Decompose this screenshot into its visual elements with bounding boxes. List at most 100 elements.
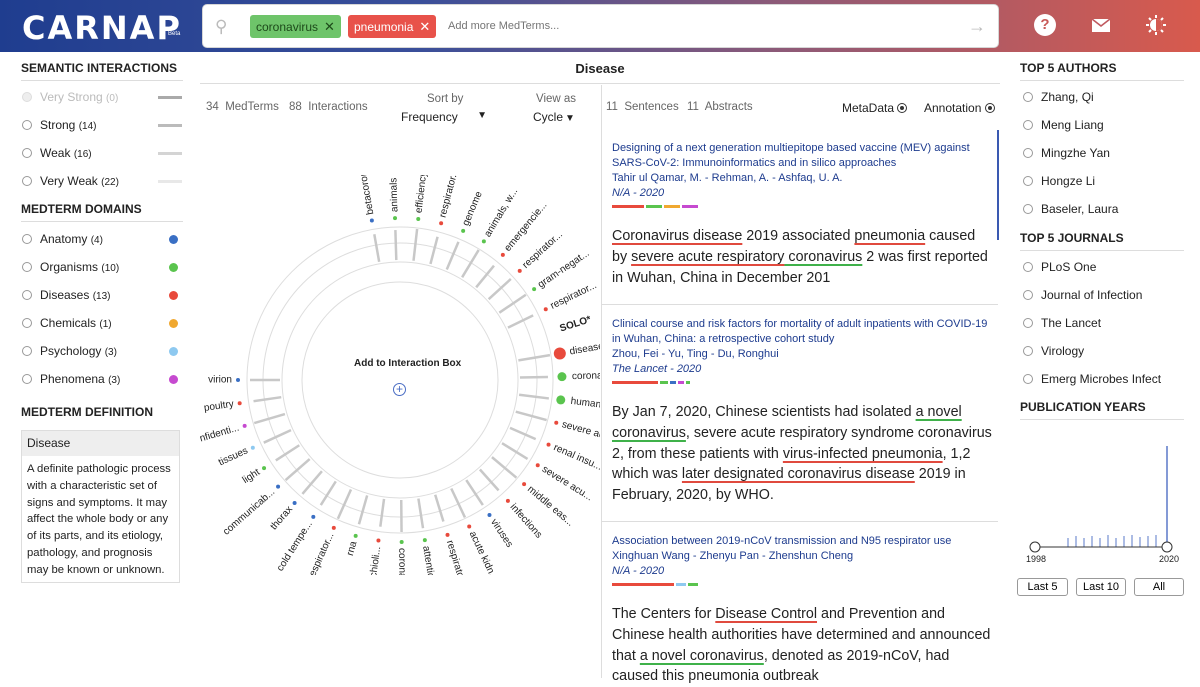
radio[interactable] [22, 346, 32, 356]
medterm-dot[interactable] [556, 395, 565, 404]
medterm-label[interactable]: thorax [269, 504, 295, 532]
radio[interactable] [22, 290, 32, 300]
radio[interactable] [1023, 204, 1033, 214]
last-10-button[interactable]: Last 10 [1076, 578, 1126, 596]
medterm-dot[interactable] [439, 221, 443, 225]
medterm-dot[interactable] [243, 424, 247, 428]
medterm-label[interactable]: rna [345, 540, 360, 557]
chip-coronavirus[interactable]: coronavirus✕ [250, 15, 341, 38]
radio[interactable] [1023, 318, 1033, 328]
radio[interactable] [1023, 148, 1033, 158]
mail-icon[interactable] [1090, 14, 1112, 36]
radio-selected-icon[interactable] [985, 103, 995, 113]
medterm-dot[interactable] [554, 421, 558, 425]
medterm-label[interactable]: virion [208, 375, 232, 386]
article-card[interactable]: Association between 2019-nCoV transmissi… [612, 534, 992, 687]
filter-weak[interactable]: Weak (16) [22, 145, 182, 163]
medterm-label[interactable]: respirator... [306, 531, 336, 575]
logo[interactable]: CARNAP [22, 9, 182, 47]
medterm-label[interactable]: light [241, 467, 263, 486]
last-5-button[interactable]: Last 5 [1017, 578, 1068, 596]
medterm-dot[interactable] [423, 538, 427, 542]
medterm-label[interactable]: communicab... [221, 487, 277, 538]
radio[interactable] [22, 262, 32, 272]
radio-selected-icon[interactable] [897, 103, 907, 113]
medterm-dot[interactable] [446, 533, 450, 537]
close-icon[interactable]: ✕ [419, 19, 430, 34]
radio[interactable] [22, 92, 32, 102]
medterm-dot[interactable] [400, 540, 404, 544]
medterm-dot[interactable] [262, 466, 266, 470]
medterm-dot[interactable] [416, 217, 420, 221]
medterm-label[interactable]: confidenti... [200, 422, 240, 447]
article-title[interactable]: Designing of a next generation multiepit… [612, 141, 992, 171]
radio[interactable] [1023, 92, 1033, 102]
medterm-dot[interactable] [544, 307, 548, 311]
close-icon[interactable]: ✕ [324, 19, 335, 34]
arrow-right-icon[interactable]: → [968, 16, 986, 37]
domain-anatomy[interactable]: Anatomy (4) [22, 231, 182, 249]
domain-psychology[interactable]: Psychology (3) [22, 343, 182, 361]
chip-pneumonia[interactable]: pneumonia✕ [348, 15, 436, 38]
radio[interactable] [1023, 346, 1033, 356]
filter-very-weak[interactable]: Very Weak (22) [22, 173, 182, 191]
all-button[interactable]: All [1134, 578, 1184, 596]
medterm-dot[interactable] [547, 443, 551, 447]
medterm-dot[interactable] [554, 348, 566, 360]
medterm-dot[interactable] [276, 485, 280, 489]
domain-organisms[interactable]: Organisms (10) [22, 259, 182, 277]
medterm-dot[interactable] [536, 463, 540, 467]
medterm-input[interactable] [448, 20, 748, 32]
article-title[interactable]: Association between 2019-nCoV transmissi… [612, 534, 992, 549]
radio[interactable] [1023, 290, 1033, 300]
radio[interactable] [22, 374, 32, 384]
article-card[interactable]: Designing of a next generation multiepit… [612, 141, 992, 288]
domain-diseases[interactable]: Diseases (13) [22, 287, 182, 305]
search-bar[interactable]: ⚲ coronavirus✕ pneumonia✕ → [202, 4, 999, 48]
medterm-label[interactable]: efficiency [414, 175, 430, 214]
range-handle-min[interactable] [1030, 542, 1040, 552]
radio[interactable] [1023, 176, 1033, 186]
domain-phenomena[interactable]: Phenomena (3) [22, 371, 182, 389]
medterm-label[interactable]: respirator... [444, 539, 469, 575]
medterm-label[interactable]: animals [388, 177, 400, 212]
radio[interactable] [22, 120, 32, 130]
medterm-dot[interactable] [467, 524, 471, 528]
annotation-toggle[interactable]: Annotation [924, 101, 995, 115]
radio[interactable] [1023, 374, 1033, 384]
help-icon[interactable]: ? [1034, 14, 1056, 36]
medterm-dot[interactable] [236, 378, 240, 382]
scrollbar[interactable] [997, 130, 999, 240]
medterm-label[interactable]: respirator... [521, 229, 565, 271]
medterm-label[interactable]: severe acu... [561, 419, 600, 445]
medterm-dot[interactable] [311, 515, 315, 519]
medterm-dot[interactable] [354, 534, 358, 538]
medterm-label[interactable]: disease [569, 341, 600, 358]
article-title[interactable]: Clinical course and risk factors for mor… [612, 317, 992, 347]
radio[interactable] [1023, 262, 1033, 272]
medterm-label[interactable]: genome [461, 190, 485, 228]
medterm-label[interactable]: attention [420, 545, 437, 575]
theme-icon[interactable] [1145, 14, 1167, 36]
article-card[interactable]: Clinical course and risk factors for mor… [612, 317, 992, 506]
filter-very-strong[interactable]: Very Strong (0) [22, 89, 182, 107]
metadata-toggle[interactable]: MetaData [842, 101, 907, 115]
medterm-label[interactable]: bronchioli... [366, 546, 384, 575]
filter-strong[interactable]: Strong (14) [22, 117, 182, 135]
medterm-dot[interactable] [482, 239, 486, 243]
medterm-label[interactable]: renal insu... [552, 442, 600, 473]
medterm-dot[interactable] [557, 372, 566, 381]
sort-dropdown[interactable]: Frequency▼ [401, 110, 487, 124]
medterm-dot[interactable] [238, 401, 242, 405]
medterm-label[interactable]: coronaviru... [396, 548, 408, 575]
medterm-dot[interactable] [518, 269, 522, 273]
publication-years-histogram[interactable] [1020, 440, 1184, 570]
radio[interactable] [22, 234, 32, 244]
medterm-label[interactable]: tissues [217, 445, 250, 468]
medterm-dot[interactable] [522, 482, 526, 486]
medterm-dot[interactable] [501, 253, 505, 257]
medterm-dot[interactable] [506, 499, 510, 503]
medterm-label[interactable]: acute kidn... [467, 530, 500, 575]
medterm-dot[interactable] [461, 229, 465, 233]
